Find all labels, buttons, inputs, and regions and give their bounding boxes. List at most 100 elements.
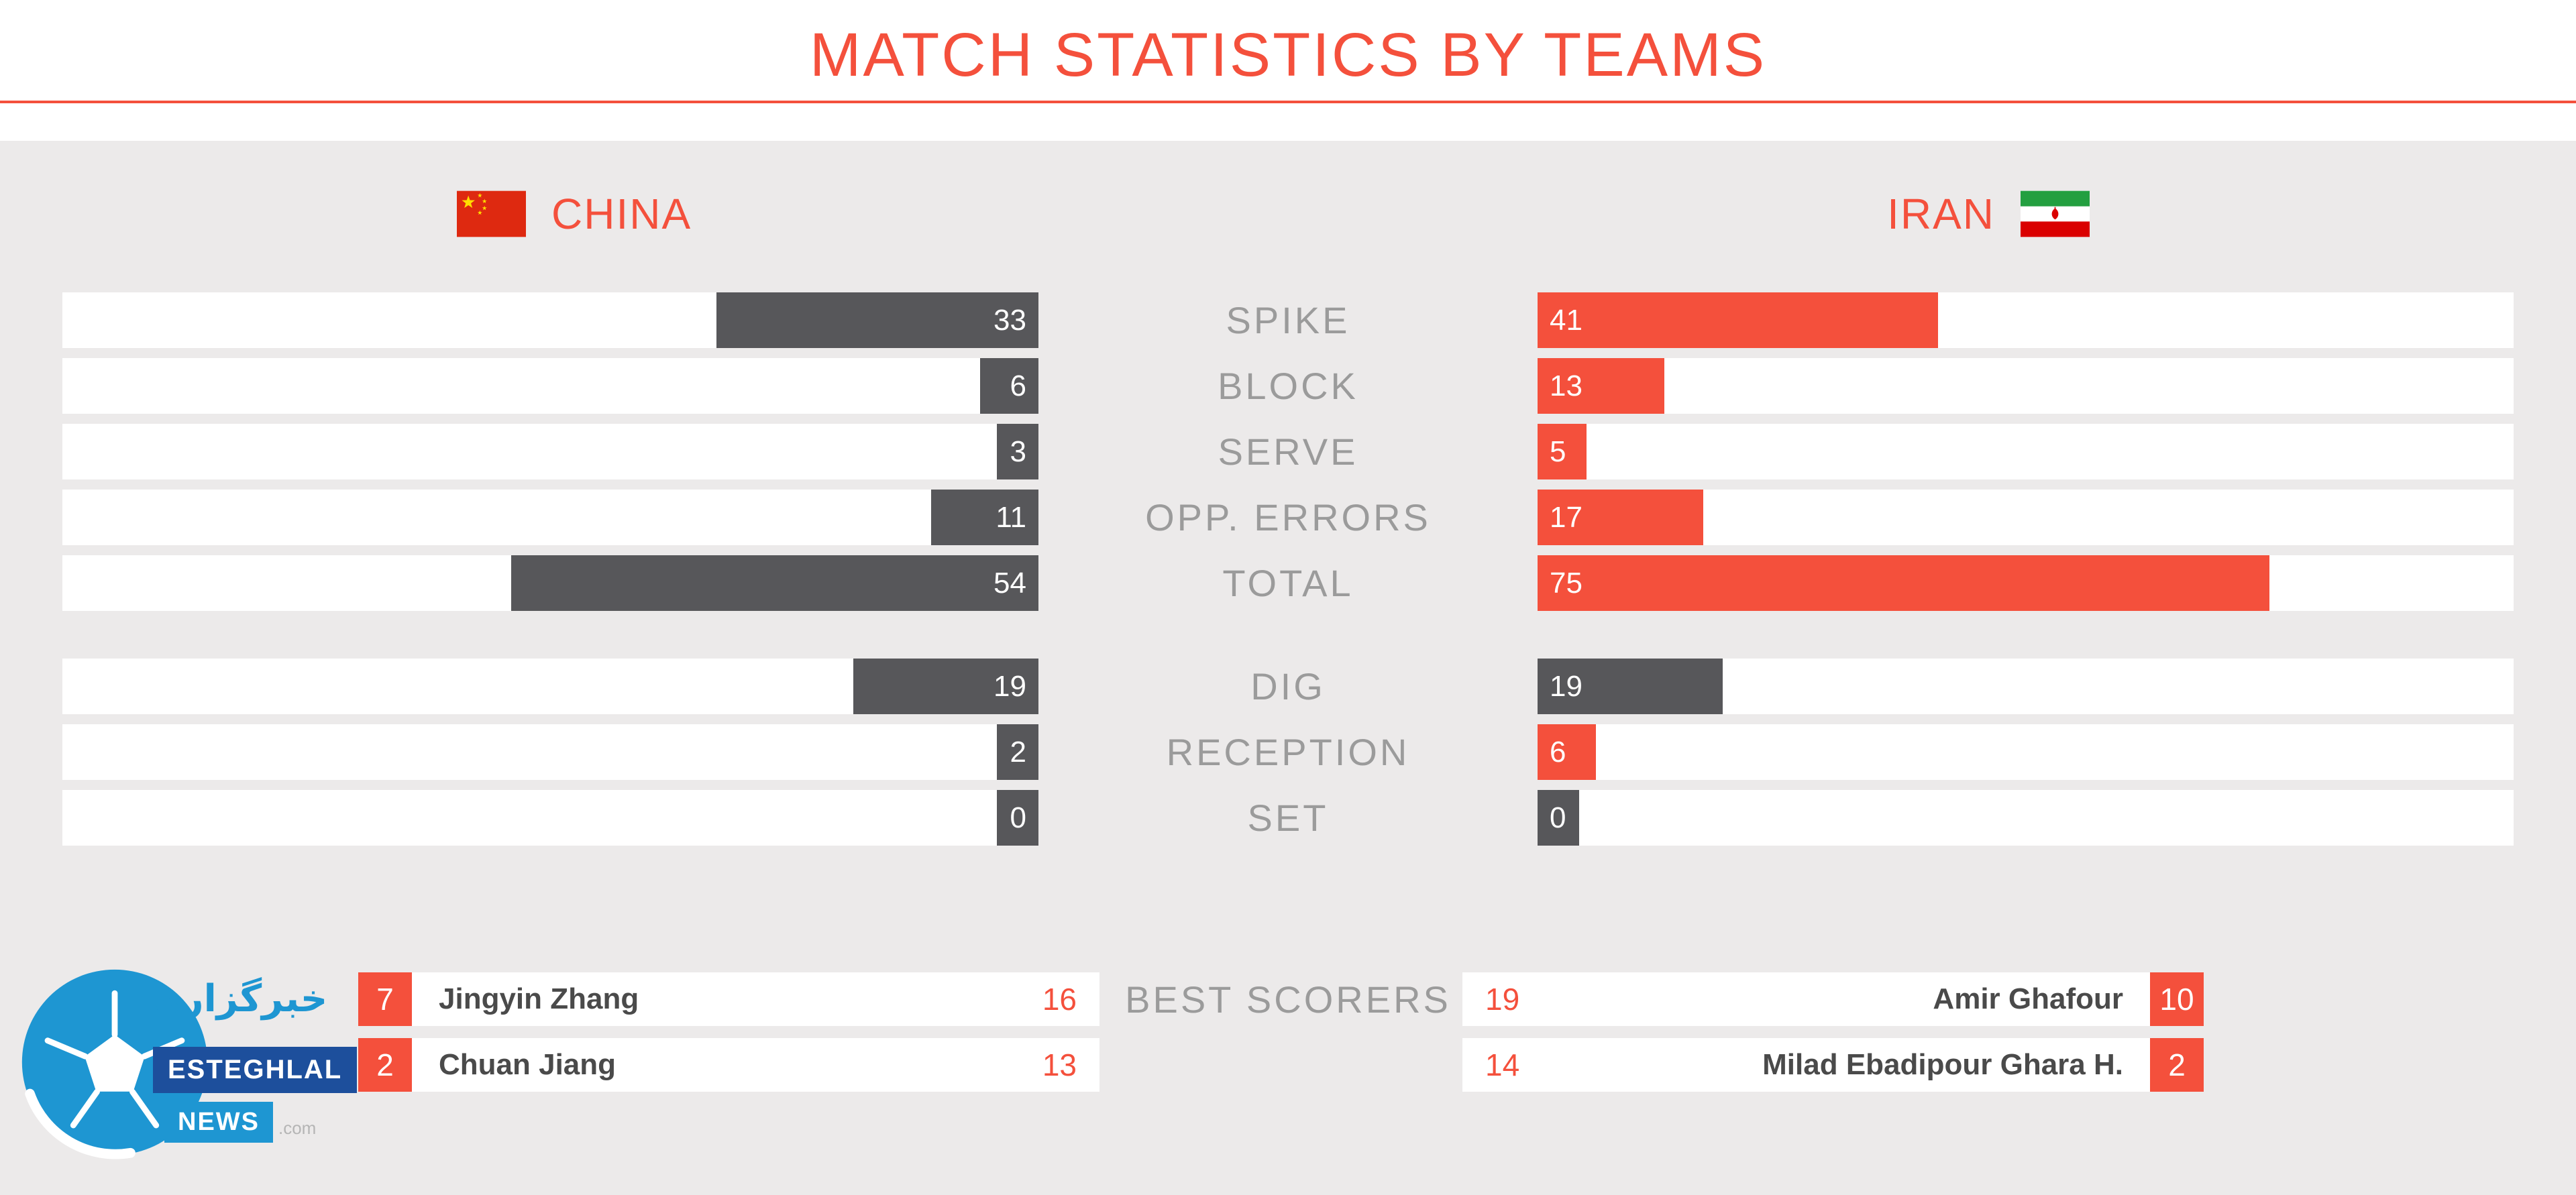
china-reception-value: 2 (1010, 735, 1026, 769)
china-serve-bar: 3 (997, 424, 1038, 479)
stat-label-block: BLOCK (1218, 365, 1358, 407)
iran-reception-value: 6 (1550, 735, 1566, 769)
stat-row-reception: 2 RECEPTION 6 (62, 724, 2514, 780)
iran-set-value: 0 (1550, 801, 1566, 834)
china-block-bar: 6 (979, 358, 1038, 414)
iran-set-track: 0 (1538, 790, 2514, 846)
iran-scorer-row-2: 14 Milad Ebadipour Ghara H. 2 (1462, 1038, 2204, 1092)
logo-esteghlal-text: ESTEGHLAL (153, 1047, 358, 1093)
team-china: CHINA (457, 186, 692, 241)
stat-label-spike: SPIKE (1226, 299, 1350, 341)
stats-comparison: 33 SPIKE 41 6 BLOCK 13 3 SERVE 5 11 OPP. ERRORS 17 5… (62, 292, 2514, 856)
iran-serve-value: 5 (1550, 435, 1566, 468)
china-scorer-row-2: 2 Chuan Jiang 13 (358, 1038, 1099, 1092)
title-divider (0, 101, 2576, 103)
iran-scorer-row-1: 19 Amir Ghafour 10 (1462, 972, 2204, 1026)
iran-flag-icon (2021, 188, 2090, 239)
iran-opp-errors-value: 17 (1550, 500, 1582, 534)
china-scorer-1-name: Jingyin Zhang (439, 982, 639, 1015)
iran-total-value: 75 (1550, 566, 1582, 600)
china-scorer-1-jersey: 7 (358, 972, 412, 1026)
team-iran: IRAN (1887, 186, 2090, 241)
iran-spike-value: 41 (1550, 303, 1582, 337)
team-china-name: CHINA (551, 189, 692, 238)
china-spike-bar: 33 (716, 292, 1038, 348)
china-block-value: 6 (1010, 369, 1026, 402)
iran-set-bar: 0 (1538, 790, 1579, 846)
logo-domain-text: .com (278, 1118, 317, 1138)
stat-label-set: SET (1247, 797, 1329, 839)
iran-reception-track: 6 (1538, 724, 2514, 780)
china-set-value: 0 (1010, 801, 1026, 834)
iran-reception-bar: 6 (1538, 724, 1597, 780)
stat-row-dig: 19 DIG 19 (62, 659, 2514, 714)
china-scorer-2-jersey: 2 (358, 1038, 412, 1092)
iran-total-track: 75 (1538, 555, 2514, 611)
china-set-bar: 0 (997, 790, 1038, 846)
iran-dig-track: 19 (1538, 659, 2514, 714)
iran-dig-bar: 19 (1538, 659, 1723, 714)
china-opp-errors-value: 11 (996, 500, 1026, 534)
china-total-track: 54 (62, 555, 1038, 611)
logo-news-row: NEWS .com (164, 1102, 316, 1143)
iran-serve-bar: 5 (1538, 424, 1587, 479)
iran-block-value: 13 (1550, 369, 1582, 402)
china-reception-bar: 2 (997, 724, 1038, 780)
china-reception-track: 2 (62, 724, 1038, 780)
china-serve-track: 3 (62, 424, 1038, 479)
iran-spike-bar: 41 (1538, 292, 1938, 348)
china-dig-track: 19 (62, 659, 1038, 714)
best-scorers-iran: 19 Amir Ghafour 10 14 Milad Ebadipour Ghara … (1462, 972, 2204, 1104)
china-total-value: 54 (994, 566, 1026, 600)
best-scorers-label: BEST SCORERS (1125, 978, 1451, 1021)
logo-persian-text: خبرگزاری (148, 977, 328, 1021)
iran-block-bar: 13 (1538, 358, 1665, 414)
stat-label-serve: SERVE (1218, 431, 1358, 473)
iran-total-bar: 75 (1538, 555, 2270, 611)
stat-row-block: 6 BLOCK 13 (62, 358, 2514, 414)
header: MATCH STATISTICS BY TEAMS (0, 0, 2576, 141)
china-opp-errors-track: 11 (62, 490, 1038, 545)
iran-scorer-1-jersey: 10 (2150, 972, 2204, 1026)
iran-scorer-1-points: 19 (1485, 982, 1520, 1017)
best-scorers-section: 7 Jingyin Zhang 16 2 Chuan Jiang 13 BEST SCOR… (0, 972, 2576, 1106)
china-scorer-2-points: 13 (1042, 1047, 1077, 1082)
stat-label-total: TOTAL (1222, 562, 1354, 604)
stat-label-opp-errors: OPP. ERRORS (1145, 496, 1431, 538)
iran-scorer-2-points: 14 (1485, 1047, 1520, 1082)
stat-label-dig: DIG (1250, 665, 1326, 707)
iran-block-track: 13 (1538, 358, 2514, 414)
china-total-bar: 54 (511, 555, 1038, 611)
logo-news-text: NEWS (164, 1102, 273, 1143)
china-dig-value: 19 (994, 669, 1026, 703)
iran-opp-errors-track: 17 (1538, 490, 2514, 545)
china-opp-errors-bar: 11 (930, 490, 1038, 545)
china-flag-icon (457, 188, 526, 239)
china-dig-bar: 19 (853, 659, 1038, 714)
esteghlal-news-logo: خبرگزاری ESTEGHLAL NEWS .com (16, 964, 405, 1195)
iran-serve-track: 5 (1538, 424, 2514, 479)
stat-row-serve: 3 SERVE 5 (62, 424, 2514, 479)
china-set-track: 0 (62, 790, 1038, 846)
china-scorer-row-1: 7 Jingyin Zhang 16 (358, 972, 1099, 1026)
page-title: MATCH STATISTICS BY TEAMS (809, 21, 1767, 89)
stat-label-reception: RECEPTION (1166, 731, 1410, 773)
iran-scorer-2-jersey: 2 (2150, 1038, 2204, 1092)
team-iran-name: IRAN (1887, 189, 1995, 238)
stat-row-spike: 33 SPIKE 41 (62, 292, 2514, 348)
stat-row-set: 0 SET 0 (62, 790, 2514, 846)
best-scorers-china: 7 Jingyin Zhang 16 2 Chuan Jiang 13 (358, 972, 1099, 1104)
china-spike-track: 33 (62, 292, 1038, 348)
china-scorer-1-points: 16 (1042, 982, 1077, 1017)
iran-spike-track: 41 (1538, 292, 2514, 348)
soccer-ball-icon (16, 964, 213, 1161)
china-spike-value: 33 (994, 303, 1026, 337)
stat-row-total: 54 TOTAL 75 (62, 555, 2514, 611)
iran-scorer-1-name: Amir Ghafour (1933, 982, 2123, 1015)
china-scorer-2-name: Chuan Jiang (439, 1048, 616, 1081)
china-block-track: 6 (62, 358, 1038, 414)
iran-scorer-2-name: Milad Ebadipour Ghara H. (1762, 1048, 2123, 1081)
iran-dig-value: 19 (1550, 669, 1582, 703)
iran-opp-errors-bar: 17 (1538, 490, 1704, 545)
